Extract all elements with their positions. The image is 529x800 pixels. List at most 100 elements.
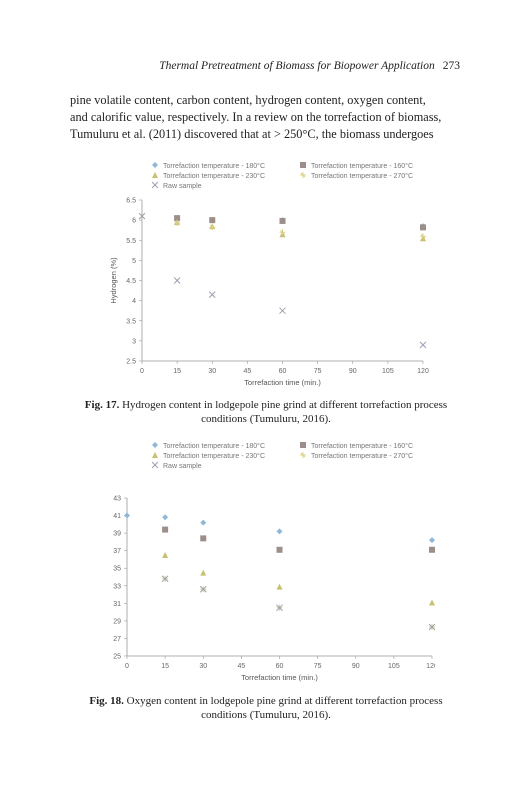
x-tick-label: 105 [388, 663, 400, 670]
data-point [200, 519, 207, 526]
data-point [138, 212, 146, 220]
oxygen-chart: Torrefaction temperature - 180°C Torrefac… [94, 442, 438, 682]
data-point [300, 442, 306, 448]
y-tick-label: 39 [113, 531, 121, 538]
data-point [162, 526, 169, 533]
caption-text: Hydrogen content in lodgepole pine grind… [122, 399, 448, 425]
x-tick-label: 30 [199, 663, 207, 670]
data-point [209, 224, 216, 231]
figure-18-caption: Fig. 18. Oxygen content in lodgepole pin… [70, 694, 462, 722]
data-point [428, 623, 436, 631]
data-point [151, 181, 159, 189]
y-tick-label: 4.5 [126, 278, 136, 285]
legend-label: Torrefaction temperature - 180°C [163, 442, 265, 450]
x-tick-label: 75 [314, 368, 322, 375]
x-tick-label: 75 [314, 663, 322, 670]
figure-label: Fig. 17. [84, 399, 120, 411]
y-axis-label: Hydrogen (%) [109, 257, 118, 304]
y-tick-label: 3.5 [126, 318, 136, 325]
hydrogen-chart: Torrefaction temperature - 180°C Torrefac… [109, 162, 429, 387]
legend-label: Raw sample [163, 463, 202, 470]
legend-label: Torrefaction temperature - 160°C [311, 442, 413, 450]
x-tick-label: 0 [125, 663, 129, 670]
y-tick-label: 33 [113, 583, 121, 590]
y-tick-label: 27 [113, 636, 121, 643]
x-tick-label: 90 [352, 663, 360, 670]
data-point [420, 233, 426, 240]
data-point [151, 461, 159, 469]
data-point [276, 604, 283, 612]
figure-label: Fig. 18. [89, 695, 124, 707]
data-point [209, 217, 216, 224]
x-tick-label: 120 [417, 368, 429, 375]
y-tick-label: 31 [113, 601, 121, 608]
paragraph-line: and calorific value, respectively. In a … [70, 110, 442, 124]
legend-label: Torrefaction temperature - 270°C [311, 172, 413, 180]
x-tick-label: 120 [426, 663, 435, 670]
legend-label: Torrefaction temperature - 270°C [311, 452, 413, 460]
caption-text: Oxygen content in lodgepole pine grind a… [126, 695, 443, 721]
y-tick-label: 25 [113, 654, 121, 661]
data-point [300, 172, 306, 178]
y-tick-label: 5.5 [126, 238, 136, 245]
x-tick-label: 60 [279, 368, 287, 375]
legend-label: Torrefaction temperature - 180°C [163, 162, 265, 170]
data-point [174, 219, 181, 226]
data-point [208, 291, 216, 298]
data-point [429, 546, 435, 553]
paragraph-line: Tumuluru et al. (2011) discovered that a… [70, 127, 434, 141]
data-point [162, 552, 169, 559]
legend-label: Torrefaction temperature - 230°C [163, 172, 265, 180]
data-point [124, 512, 130, 519]
data-point [300, 162, 306, 168]
legend-label: Raw sample [163, 183, 202, 190]
x-tick-label: 105 [382, 368, 394, 375]
data-point [276, 546, 283, 553]
x-tick-label: 45 [237, 663, 245, 670]
data-point [276, 528, 283, 535]
figure-18: Torrefaction temperature - 180°C Torrefac… [94, 435, 438, 690]
x-axis-label: Torrefaction time (min.) [241, 673, 318, 682]
data-point [419, 341, 427, 349]
x-tick-label: 15 [173, 368, 181, 375]
legend-label: Torrefaction temperature - 160°C [311, 162, 413, 170]
data-point [152, 162, 158, 168]
data-point [429, 537, 435, 544]
data-point [152, 452, 158, 458]
x-axis-label: Torrefaction time (min.) [244, 378, 321, 387]
data-point [199, 585, 207, 593]
y-tick-label: 5 [132, 258, 136, 265]
y-tick-label: 29 [113, 618, 121, 625]
y-tick-label: 2.5 [126, 359, 136, 366]
x-tick-label: 15 [161, 663, 169, 670]
data-point [279, 307, 286, 315]
data-point [174, 215, 181, 222]
data-point [152, 442, 158, 448]
data-point [276, 583, 283, 590]
data-point [279, 217, 286, 224]
y-tick-label: 43 [113, 496, 121, 503]
data-point [420, 224, 426, 231]
running-title: Thermal Pretreatment of Biomass for Biop… [159, 60, 435, 72]
x-tick-label: 90 [349, 368, 357, 375]
legend-label: Torrefaction temperature - 230°C [163, 452, 265, 460]
figure-17: Torrefaction temperature - 180°C Torrefac… [105, 155, 435, 395]
data-point [279, 229, 286, 236]
body-paragraph: pine volatile content, carbon content, h… [70, 92, 462, 143]
x-tick-label: 60 [276, 663, 284, 670]
x-tick-label: 0 [140, 368, 144, 375]
figure-17-caption: Fig. 17. Hydrogen content in lodgepole p… [70, 398, 462, 426]
y-tick-label: 4 [132, 298, 136, 305]
data-point [162, 514, 169, 521]
running-header: Thermal Pretreatment of Biomass for Biop… [0, 60, 460, 72]
y-tick-label: 6 [132, 218, 136, 225]
data-point [300, 452, 306, 458]
y-tick-label: 35 [113, 566, 121, 573]
data-point [161, 575, 169, 583]
x-tick-label: 45 [243, 368, 251, 375]
data-point [200, 569, 207, 576]
paragraph-line: pine volatile content, carbon content, h… [70, 93, 426, 107]
data-point [173, 277, 181, 284]
y-tick-label: 3 [132, 338, 136, 345]
x-tick-label: 30 [208, 368, 216, 375]
